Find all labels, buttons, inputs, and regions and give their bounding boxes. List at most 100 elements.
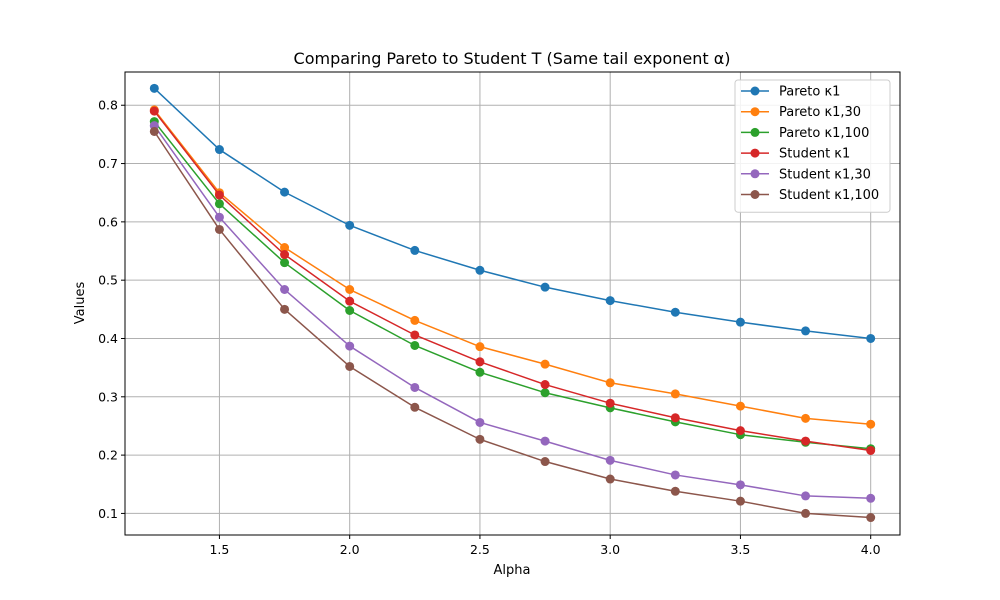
data-point — [214, 145, 224, 155]
series-line — [153, 131, 871, 519]
data-point — [735, 480, 745, 490]
data-point — [670, 486, 680, 496]
legend-swatch-marker — [750, 107, 760, 117]
x-axis-label: Alpha — [494, 563, 531, 578]
data-point — [540, 359, 550, 369]
legend-label: Pareto κ1,30 — [779, 105, 861, 120]
data-point — [540, 380, 550, 390]
data-point — [149, 126, 159, 136]
series-line — [153, 109, 871, 425]
data-point — [345, 305, 355, 315]
legend-label: Student κ1 — [779, 147, 850, 162]
data-point — [410, 330, 420, 340]
data-point — [735, 426, 745, 436]
legend-label: Student κ1,30 — [779, 167, 871, 182]
x-tick-label: 2.0 — [340, 542, 360, 557]
data-point — [214, 199, 224, 209]
data-point — [801, 436, 811, 446]
data-point — [801, 491, 811, 501]
data-point — [735, 496, 745, 506]
y-tick-label: 0.2 — [98, 448, 118, 463]
data-point — [801, 508, 811, 518]
series-line — [153, 87, 871, 340]
series-line — [153, 121, 871, 450]
data-point — [866, 513, 876, 523]
series-4 — [149, 106, 876, 455]
data-point — [670, 389, 680, 399]
y-axis-label: Values — [73, 282, 88, 325]
data-point — [345, 341, 355, 351]
y-tick-label: 0.7 — [98, 156, 118, 171]
plot-frame — [124, 71, 901, 536]
series-line — [153, 110, 871, 452]
data-point — [345, 220, 355, 230]
y-tick-label: 0.5 — [98, 273, 118, 288]
data-point — [280, 187, 290, 197]
legend-swatch-marker — [750, 127, 760, 137]
y-tick-label: 0.3 — [98, 389, 118, 404]
legend-item: Student κ1 — [741, 147, 850, 162]
data-point — [410, 382, 420, 392]
legend-item: Pareto κ1,100 — [741, 126, 869, 141]
legend-label: Pareto κ1,100 — [779, 126, 869, 141]
data-point — [540, 436, 550, 446]
data-point — [475, 357, 485, 367]
series-line — [153, 125, 871, 500]
data-point — [345, 361, 355, 371]
legend-item: Pareto κ1,30 — [741, 105, 861, 120]
data-point — [605, 378, 615, 388]
data-point — [475, 434, 485, 444]
data-point — [866, 493, 876, 503]
x-tick-label: 4.0 — [861, 542, 881, 557]
legend-label: Student κ1,100 — [779, 188, 879, 203]
data-point — [735, 317, 745, 327]
data-point — [670, 470, 680, 480]
x-tick-label: 1.5 — [209, 542, 229, 557]
series-group — [149, 83, 876, 523]
data-point — [670, 413, 680, 423]
data-point — [345, 285, 355, 295]
y-tick-label: 0.4 — [98, 331, 118, 346]
data-point — [410, 315, 420, 325]
data-point — [540, 282, 550, 292]
data-point — [149, 106, 159, 116]
x-tick-label: 2.5 — [470, 542, 490, 557]
legend-item: Pareto κ1 — [741, 85, 840, 100]
data-point — [475, 265, 485, 275]
legend-box — [734, 79, 891, 213]
legend-swatch-marker — [750, 86, 760, 96]
y-tick-label: 0.1 — [98, 506, 118, 521]
legend-swatch-marker — [750, 148, 760, 158]
data-point — [280, 285, 290, 295]
data-point — [214, 224, 224, 234]
legend-swatch-marker — [750, 190, 760, 199]
data-point — [866, 333, 876, 343]
data-point — [410, 245, 420, 255]
legend-item: Student κ1,30 — [741, 167, 871, 182]
data-point — [280, 304, 290, 314]
x-tick-label: 3.5 — [730, 542, 750, 557]
data-point — [801, 326, 811, 336]
data-point — [735, 401, 745, 411]
y-tick-label: 0.8 — [98, 98, 118, 113]
data-point — [149, 83, 159, 93]
data-point — [605, 398, 615, 408]
data-point — [280, 250, 290, 260]
data-point — [280, 258, 290, 268]
data-point — [410, 340, 420, 350]
data-point — [345, 296, 355, 306]
x-tick-label: 3.0 — [600, 542, 620, 557]
data-point — [605, 474, 615, 484]
series-1 — [149, 83, 876, 343]
series-6 — [149, 126, 876, 523]
data-point — [214, 190, 224, 200]
data-point — [475, 417, 485, 427]
data-point — [670, 307, 680, 317]
data-point — [475, 367, 485, 377]
data-point — [605, 455, 615, 465]
data-point — [866, 445, 876, 455]
legend-item: Student κ1,100 — [741, 188, 879, 203]
data-point — [280, 243, 290, 253]
